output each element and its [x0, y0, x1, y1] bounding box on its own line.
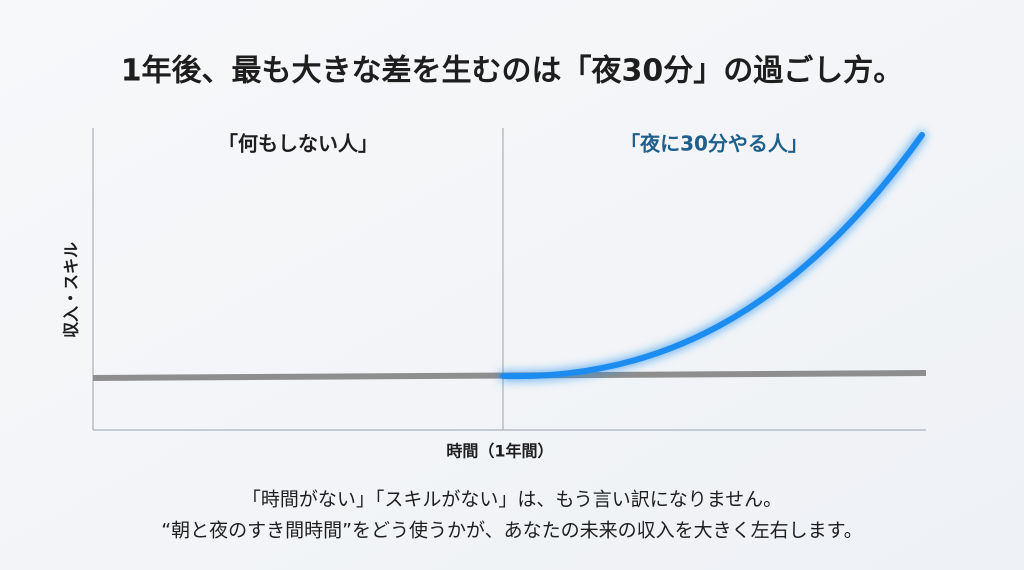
growth-curve [500, 132, 925, 380]
right-label: 「夜に30分やる人」 [620, 132, 808, 156]
title: 1年後、最も大きな差を生むのは「夜30分」の過ごし方。 [121, 54, 904, 89]
x-axis-label: 時間（1年間） [446, 442, 553, 461]
left-label: 「何もしない人」 [218, 132, 378, 156]
y-axis-label: 収入・スキル [62, 242, 81, 338]
footer-line: 「時間がない」「スキルがない」は、もう言い訳になりません。 [242, 489, 782, 511]
footer-line: “朝と夜のすき間時間”をどう使うかが、あなたの未来の収入を大きく左右します。 [161, 520, 862, 542]
